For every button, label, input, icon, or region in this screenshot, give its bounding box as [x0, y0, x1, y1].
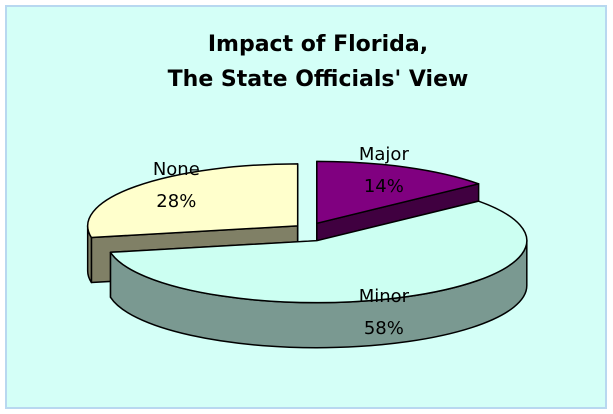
- slice-label: None: [153, 159, 200, 180]
- slice-top: [316, 160, 480, 225]
- value-label: 28%: [156, 191, 196, 212]
- value-label: 58%: [364, 318, 404, 339]
- pie-slice: [109, 200, 528, 349]
- slice-top: [109, 200, 528, 304]
- value-label: 14%: [364, 176, 404, 197]
- chart-title: The State Officials' View: [168, 67, 469, 92]
- chart-title: Impact of Florida,: [208, 32, 428, 57]
- slice-top: [86, 163, 299, 239]
- slice-label: Minor: [359, 286, 410, 307]
- slice-label: Major: [359, 144, 410, 165]
